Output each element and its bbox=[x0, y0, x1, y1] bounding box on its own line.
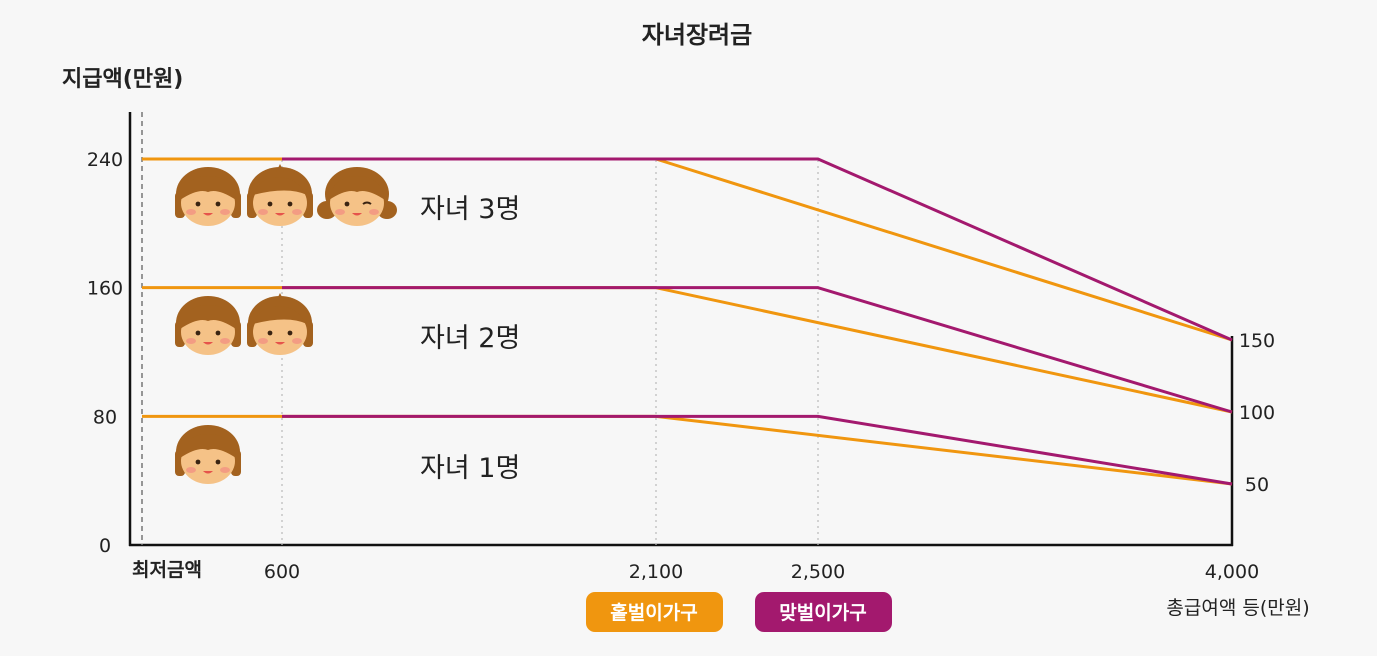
face-eye bbox=[344, 201, 350, 207]
face-bangs bbox=[329, 176, 385, 200]
face-bangs bbox=[253, 177, 307, 195]
legend-swatch-single bbox=[586, 592, 723, 632]
dual-income-line bbox=[282, 414, 1233, 486]
face-eye bbox=[195, 201, 201, 207]
y-axis-label: 지급액(만원) bbox=[62, 67, 183, 92]
face-bangs bbox=[180, 176, 236, 200]
x-min-tick-label: 최저금액 bbox=[132, 559, 202, 581]
y-tick-label: 160 bbox=[87, 278, 123, 300]
y-tick-label: 80 bbox=[93, 406, 117, 428]
face-cheek bbox=[369, 209, 379, 215]
face-hair-tuft bbox=[276, 164, 284, 172]
single-income-line bbox=[142, 414, 1233, 486]
x-tick-label: 2,500 bbox=[791, 561, 845, 583]
face-cheek bbox=[335, 209, 345, 215]
legend-label-dual: 맞벌이가구 bbox=[779, 602, 866, 624]
group-label: 자녀 2명 bbox=[420, 323, 520, 354]
dual-income-line bbox=[282, 286, 1233, 414]
group-label: 자녀 3명 bbox=[420, 194, 520, 225]
child-face-icon bbox=[247, 293, 313, 355]
face-cheek bbox=[258, 338, 268, 344]
child-faces bbox=[175, 164, 397, 484]
y-right-tick-label: 50 bbox=[1245, 474, 1269, 496]
face-eye bbox=[267, 330, 273, 336]
y-tick-label: 0 bbox=[99, 535, 111, 557]
face-eye bbox=[195, 459, 201, 465]
single-income-line bbox=[142, 286, 1233, 414]
face-cheek bbox=[186, 338, 196, 344]
face-cheek bbox=[292, 209, 302, 215]
chart-title: 자녀장려금 bbox=[642, 21, 752, 49]
y-right-tick-label: 150 bbox=[1239, 330, 1275, 352]
x-tick-label: 4,000 bbox=[1205, 561, 1259, 583]
child-face-icon bbox=[317, 167, 397, 226]
face-eye bbox=[215, 201, 221, 207]
child-face-icon bbox=[175, 167, 241, 226]
face-mouth bbox=[275, 213, 285, 216]
x-axis-label: 총급여액 등(만원) bbox=[1166, 597, 1309, 619]
child-face-icon bbox=[175, 425, 241, 484]
face-hair-tuft bbox=[276, 293, 284, 301]
legend-swatch-dual bbox=[755, 592, 892, 632]
face-eye-wink bbox=[362, 201, 372, 205]
face-cheek bbox=[220, 209, 230, 215]
face-eye bbox=[215, 459, 221, 465]
face-cheek bbox=[292, 338, 302, 344]
face-mouth bbox=[275, 342, 285, 345]
face-eye bbox=[287, 330, 293, 336]
legend-label-single: 홑벌이가구 bbox=[610, 601, 697, 624]
face-mouth bbox=[203, 471, 213, 474]
face-bangs bbox=[253, 306, 307, 324]
face-cheek bbox=[220, 467, 230, 473]
dual-income-line bbox=[282, 157, 1233, 342]
face-cheek bbox=[220, 338, 230, 344]
face-cheek bbox=[186, 209, 196, 215]
series-lines bbox=[142, 157, 1233, 486]
face-eye bbox=[267, 201, 273, 207]
group-label: 자녀 1명 bbox=[420, 453, 520, 484]
y-tick-label: 240 bbox=[87, 149, 123, 171]
x-tick-label: 2,100 bbox=[629, 561, 683, 583]
face-cheek bbox=[258, 209, 268, 215]
y-right-tick-label: 100 bbox=[1239, 402, 1275, 424]
x-tick-label: 600 bbox=[264, 561, 300, 583]
face-eye bbox=[215, 330, 221, 336]
face-eye bbox=[287, 201, 293, 207]
legend: 홑벌이가구 맞벌이가구 bbox=[586, 592, 892, 632]
tick-labels: 0 80 160 240 50 100 150 최저금액 600 2,100 2,500 4,000 bbox=[87, 149, 1275, 583]
face-cheek bbox=[186, 467, 196, 473]
child-face-icon bbox=[175, 296, 241, 355]
face-bangs bbox=[180, 305, 236, 329]
face-mouth bbox=[203, 342, 213, 345]
face-eye bbox=[195, 330, 201, 336]
child-face-icon bbox=[247, 164, 313, 226]
face-mouth bbox=[352, 213, 362, 216]
face-bangs bbox=[180, 434, 236, 458]
face-mouth bbox=[203, 213, 213, 216]
